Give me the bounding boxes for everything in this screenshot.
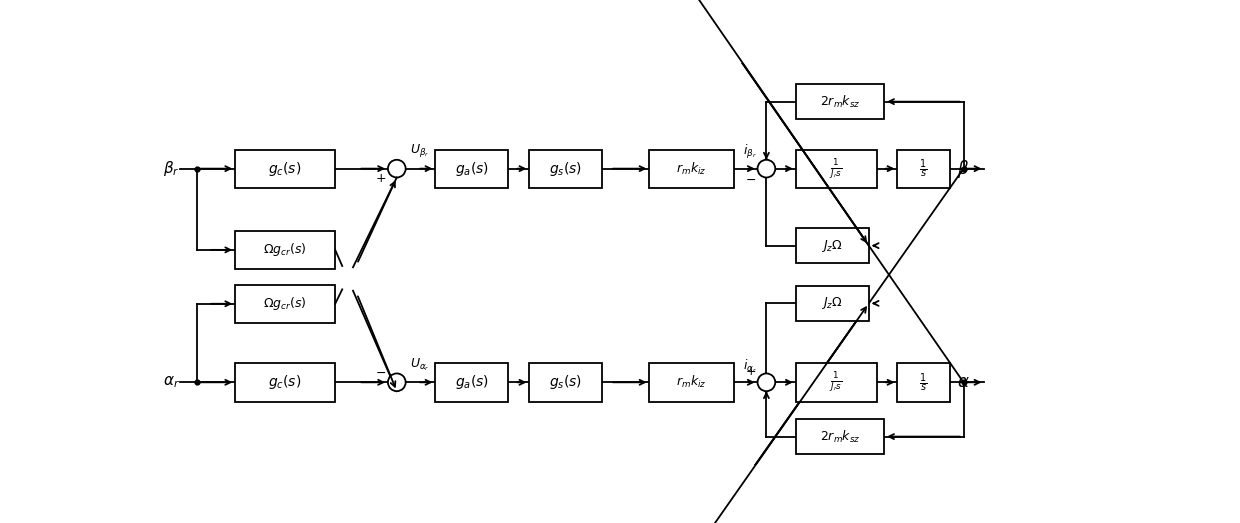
Text: $r_m k_{iz}$: $r_m k_{iz}$	[677, 374, 707, 390]
Text: $+$: $+$	[376, 173, 387, 186]
Text: $2r_m k_{sz}$: $2r_m k_{sz}$	[820, 94, 861, 110]
FancyBboxPatch shape	[529, 363, 603, 402]
FancyBboxPatch shape	[435, 363, 508, 402]
Text: $\frac{1}{s}$: $\frac{1}{s}$	[919, 157, 928, 180]
Circle shape	[388, 160, 405, 177]
Text: $\beta_r$: $\beta_r$	[162, 159, 180, 178]
Text: $g_a(s)$: $g_a(s)$	[455, 373, 489, 391]
Text: $r_m k_{iz}$: $r_m k_{iz}$	[677, 161, 707, 177]
FancyBboxPatch shape	[796, 363, 877, 402]
Text: $-$: $-$	[745, 173, 756, 186]
Text: $\frac{1}{s}$: $\frac{1}{s}$	[919, 371, 928, 394]
Circle shape	[388, 373, 405, 391]
FancyBboxPatch shape	[236, 363, 335, 402]
Text: $\Omega g_{cr}(s)$: $\Omega g_{cr}(s)$	[263, 295, 306, 312]
Text: $2r_m k_{sz}$: $2r_m k_{sz}$	[820, 428, 861, 445]
Text: $g_s(s)$: $g_s(s)$	[549, 160, 583, 178]
FancyBboxPatch shape	[796, 229, 869, 263]
Text: $g_c(s)$: $g_c(s)$	[269, 373, 301, 391]
FancyBboxPatch shape	[796, 84, 884, 119]
Text: $J_z\Omega$: $J_z\Omega$	[821, 295, 843, 311]
Text: $g_a(s)$: $g_a(s)$	[455, 160, 489, 178]
FancyBboxPatch shape	[650, 150, 734, 188]
Text: $\frac{1}{J_r s}$: $\frac{1}{J_r s}$	[830, 370, 843, 394]
Text: $U_{\alpha_r}$: $U_{\alpha_r}$	[410, 357, 429, 373]
Text: $J_z\Omega$: $J_z\Omega$	[821, 237, 843, 254]
Text: $g_s(s)$: $g_s(s)$	[549, 373, 583, 391]
Text: $\frac{1}{J_r s}$: $\frac{1}{J_r s}$	[830, 157, 843, 181]
FancyBboxPatch shape	[650, 363, 734, 402]
Text: $\alpha$: $\alpha$	[957, 373, 970, 391]
FancyBboxPatch shape	[236, 231, 335, 269]
FancyBboxPatch shape	[796, 150, 877, 188]
Text: $i_{\beta_r}$: $i_{\beta_r}$	[743, 143, 758, 161]
Text: $\alpha_r$: $\alpha_r$	[162, 374, 180, 390]
Text: $U_{\beta_r}$: $U_{\beta_r}$	[410, 142, 429, 160]
FancyBboxPatch shape	[529, 150, 603, 188]
FancyBboxPatch shape	[898, 150, 950, 188]
Circle shape	[758, 373, 775, 391]
FancyBboxPatch shape	[435, 150, 508, 188]
Text: $\Omega g_{cr}(s)$: $\Omega g_{cr}(s)$	[263, 242, 306, 258]
Text: $\beta$: $\beta$	[957, 157, 970, 179]
Text: $+$: $+$	[745, 366, 756, 379]
FancyBboxPatch shape	[236, 285, 335, 323]
Text: $g_c(s)$: $g_c(s)$	[269, 160, 301, 178]
Text: $i_{\alpha_r}$: $i_{\alpha_r}$	[743, 357, 758, 374]
FancyBboxPatch shape	[898, 363, 950, 402]
Text: $-$: $-$	[376, 366, 387, 379]
Circle shape	[758, 160, 775, 177]
FancyBboxPatch shape	[236, 150, 335, 188]
FancyBboxPatch shape	[796, 286, 869, 321]
FancyBboxPatch shape	[796, 419, 884, 454]
